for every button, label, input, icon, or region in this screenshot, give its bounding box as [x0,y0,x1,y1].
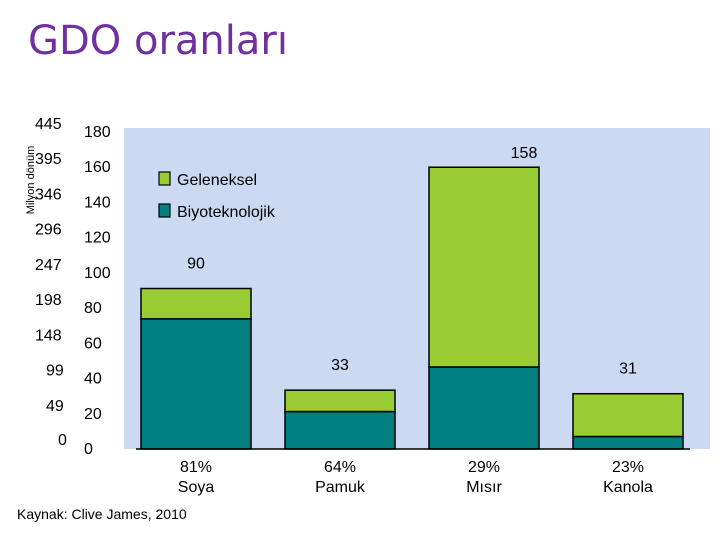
source-note: Kaynak: Clive James, 2010 [17,506,187,522]
y-tick-label: 40 [84,371,102,388]
y-tick-label: 160 [84,159,111,176]
category-share-label: 64% [324,459,356,476]
secondary-y-tick-label: 296 [35,222,62,239]
y-tick-label: 100 [84,265,111,282]
bar-conventional [572,392,684,438]
bar-total-label: 33 [331,357,349,374]
bar-biotech [284,410,396,450]
y-tick-label: 60 [84,335,102,352]
secondary-y-tick-label: 395 [35,151,62,168]
y-tick-label: 120 [84,230,111,247]
secondary-y-tick-label: 346 [35,186,62,203]
category-share-label: 81% [180,459,212,476]
secondary-y-tick-label: 445 [35,116,62,133]
secondary-y-tick-label: 148 [35,327,62,344]
category-name-label: Soya [178,479,215,496]
legend-swatch [158,171,171,186]
bar-biotech [572,435,684,450]
category-name-label: Mısır [466,479,502,496]
secondary-y-tick-label: 247 [35,257,62,274]
secondary-y-tick-label: 198 [35,292,62,309]
legend-label: Geleneksel [177,172,257,189]
secondary-y-tick-label: 0 [58,432,67,449]
category-name-label: Pamuk [315,479,366,496]
bar-conventional [284,389,396,413]
secondary-y-tick-label: 49 [46,398,64,415]
bar-conventional [428,166,540,368]
legend-label: Biyoteknolojik [177,204,276,221]
bar-total-label: 158 [511,145,538,162]
category-share-label: 29% [468,459,500,476]
y-tick-label: 180 [84,124,111,141]
bar-conventional [140,287,252,320]
category-share-label: 23% [612,459,644,476]
legend-swatch [158,203,171,218]
y-tick-label: 0 [84,441,93,458]
bar-biotech [140,318,252,450]
category-name-label: Kanola [603,479,653,496]
page-title: GDO oranları [28,18,288,64]
bar-total-label: 31 [619,361,637,378]
bar-total-label: 90 [187,256,205,273]
bar-biotech [428,366,540,450]
y-tick-label: 20 [84,406,102,423]
y-tick-label: 80 [84,300,102,317]
y-tick-label: 140 [84,194,111,211]
secondary-y-tick-label: 99 [46,363,64,380]
